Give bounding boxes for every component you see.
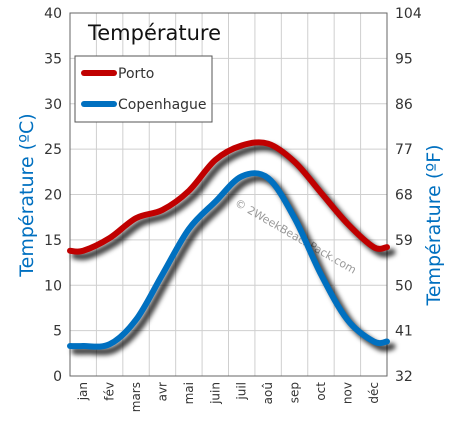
legend: Porto Copenhague [74,55,213,123]
chart-title: Température [87,21,221,45]
y-axis-left-label: Température (ºC) [16,113,38,277]
legend-box [74,55,213,123]
y-tick-right: 59 [395,233,413,249]
y-tick-right: 41 [395,324,413,340]
x-tick-label: sep [288,382,302,403]
x-tick-label: mars [129,382,143,412]
y-tick-right: 68 [395,188,413,204]
y-tick-left: 5 [53,324,62,340]
x-tick-label: nov [340,382,354,404]
x-tick-label: mai [182,382,196,404]
y-tick-right: 95 [395,51,413,67]
y-tick-left: 30 [44,97,62,113]
y-tick-right: 32 [395,369,413,385]
y-axis-right-ticks: 32 41 50 59 68 77 86 95 104 [395,6,422,385]
y-tick-left: 15 [44,233,62,249]
x-tick-label: juil [235,382,249,401]
y-tick-right: 50 [395,278,413,294]
x-tick-label: oct [314,382,328,401]
plot-frame [69,12,388,377]
x-tick-label: jan [76,382,90,401]
legend-label-copenhague: Copenhague [118,97,207,113]
y-tick-right: 86 [395,97,413,113]
series-line-porto [67,139,390,255]
y-tick-left: 35 [44,51,62,67]
x-axis-ticks: jan fév mars avr mai juin juil aoû sep oct nov déc [76,382,381,413]
y-tick-left: 0 [53,369,62,385]
x-tick-label: avr [155,382,169,401]
x-tick-label: juin [208,382,222,405]
y-tick-right: 104 [395,6,422,22]
legend-label-porto: Porto [118,66,154,82]
y-tick-left: 20 [44,188,62,204]
x-tick-label: déc [367,382,381,404]
y-tick-left: 25 [44,142,62,158]
y-tick-left: 10 [44,278,62,294]
y-tick-left: 40 [44,6,62,22]
y-axis-right-label: Température (ºF) [423,144,445,306]
x-tick-label: fév [103,382,117,401]
y-tick-right: 77 [395,142,413,158]
series-group [67,139,396,356]
y-axis-left-ticks: 0 5 10 15 20 25 30 35 40 [44,6,62,385]
series-line-copenhague [67,170,390,350]
x-tick-label: aoû [261,382,275,404]
